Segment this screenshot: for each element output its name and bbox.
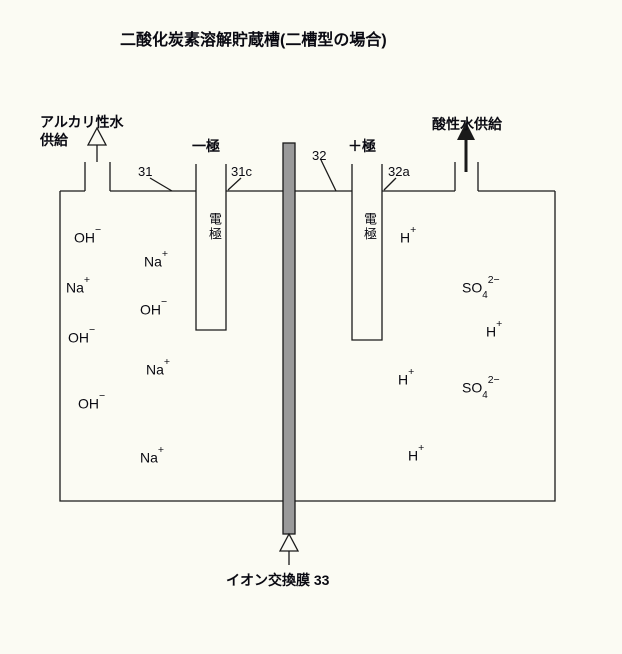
alkaline-supply-label: アルカリ性水 供給 <box>40 114 123 149</box>
electrode-left-label: 電極 <box>205 212 224 242</box>
membrane-label: イオン交換膜 33 <box>226 570 329 590</box>
right-electrode <box>352 164 382 340</box>
ion-oh: OH− <box>140 300 167 318</box>
ion-oh: OH− <box>74 228 101 246</box>
ion-exchange-membrane <box>283 143 295 534</box>
ion-so4: SO42− <box>462 378 500 399</box>
ion-na: Na+ <box>144 252 168 270</box>
membrane-pointer-arrow-icon <box>280 534 298 565</box>
electrode-right-label: 電極 <box>360 212 379 242</box>
negative-pole-label: 一極 <box>192 136 220 156</box>
ref32a-leader <box>384 178 396 190</box>
alkaline-line2: 供給 <box>40 132 123 150</box>
ref-31: 31 <box>138 164 152 179</box>
acidic-supply-label: 酸性水供給 <box>432 114 502 134</box>
ion-na: Na+ <box>66 278 90 296</box>
ref31-leader <box>150 178 172 191</box>
ref31c-leader <box>228 178 241 190</box>
ion-na: Na+ <box>146 360 170 378</box>
ref-32a: 32a <box>388 164 410 179</box>
ref-31c: 31c <box>231 164 252 179</box>
ion-so4: SO42− <box>462 278 500 299</box>
ion-oh: OH− <box>68 328 95 346</box>
ion-h: H+ <box>486 322 502 340</box>
alkaline-line1: アルカリ性水 <box>40 114 123 132</box>
ref-32: 32 <box>312 148 326 163</box>
ion-h: H+ <box>408 446 424 464</box>
ref32-leader <box>321 160 336 191</box>
ion-na: Na+ <box>140 448 164 466</box>
ion-h: H+ <box>400 228 416 246</box>
diagram-stage: 二酸化炭素溶解貯蔵槽(二槽型の場合) <box>0 0 622 654</box>
tank-outline <box>60 191 555 501</box>
positive-pole-label: ＋極 <box>348 136 376 156</box>
left-electrode <box>196 164 226 330</box>
ion-oh: OH− <box>78 394 105 412</box>
ion-h: H+ <box>398 370 414 388</box>
